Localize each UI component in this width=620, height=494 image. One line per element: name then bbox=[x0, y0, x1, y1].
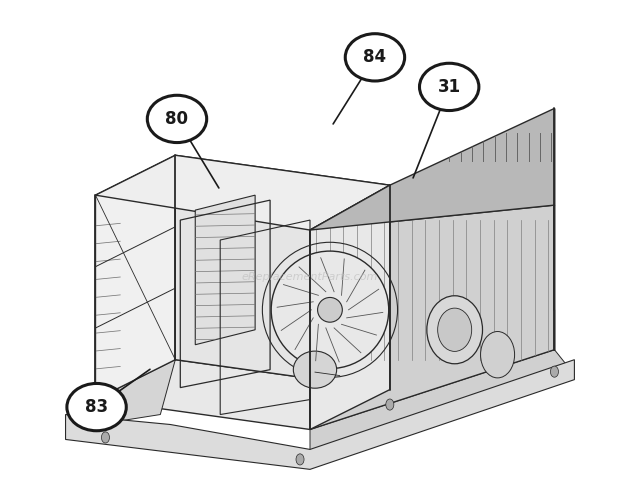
Ellipse shape bbox=[438, 308, 472, 351]
Ellipse shape bbox=[427, 296, 482, 364]
Text: 84: 84 bbox=[363, 48, 386, 66]
Ellipse shape bbox=[271, 251, 389, 369]
Polygon shape bbox=[175, 155, 390, 390]
Polygon shape bbox=[310, 205, 554, 429]
Polygon shape bbox=[66, 360, 175, 429]
Circle shape bbox=[148, 95, 206, 143]
Text: eReplacementParts.com: eReplacementParts.com bbox=[242, 272, 378, 282]
Polygon shape bbox=[195, 195, 255, 345]
Circle shape bbox=[345, 34, 405, 81]
Ellipse shape bbox=[480, 331, 515, 378]
Text: 80: 80 bbox=[166, 110, 188, 128]
Text: 31: 31 bbox=[438, 78, 461, 96]
Polygon shape bbox=[95, 155, 390, 230]
Polygon shape bbox=[310, 350, 574, 459]
Ellipse shape bbox=[386, 399, 394, 410]
Polygon shape bbox=[66, 360, 574, 469]
Ellipse shape bbox=[293, 351, 337, 388]
Polygon shape bbox=[310, 108, 554, 230]
Polygon shape bbox=[310, 185, 390, 429]
Polygon shape bbox=[95, 310, 554, 429]
Text: 83: 83 bbox=[85, 398, 108, 416]
Ellipse shape bbox=[102, 432, 110, 443]
Ellipse shape bbox=[317, 297, 342, 322]
Circle shape bbox=[67, 383, 126, 431]
Polygon shape bbox=[95, 155, 175, 400]
Circle shape bbox=[420, 63, 479, 111]
Ellipse shape bbox=[296, 454, 304, 465]
Ellipse shape bbox=[551, 366, 559, 377]
